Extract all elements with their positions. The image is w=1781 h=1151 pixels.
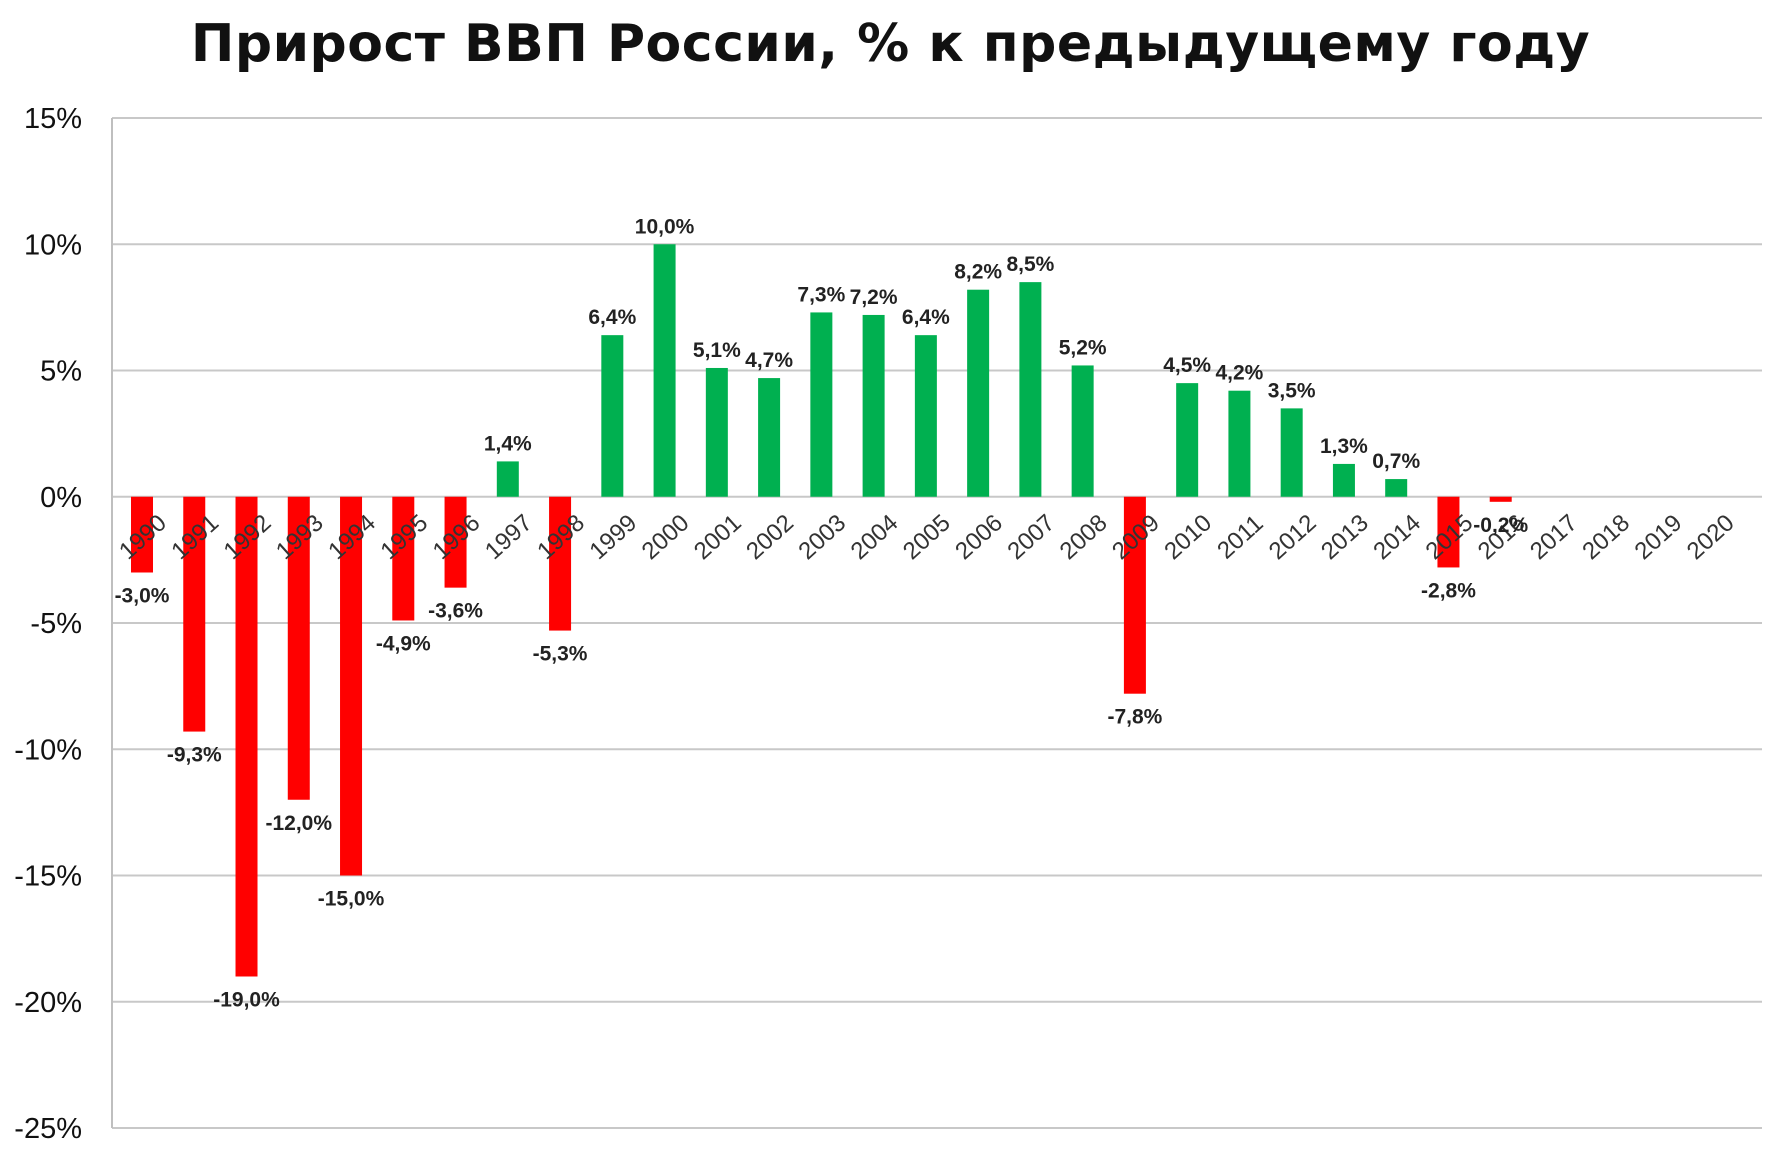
data-labels: -3,0% -9,3% -19,0% -12,0% -15,0% -4,9% -3,6% 1,…: [115, 215, 1529, 1011]
bar-2016: [1489, 496, 1512, 502]
bar-1997: [496, 461, 519, 497]
bars: [131, 244, 1512, 977]
data-label-2005: 6,4%: [902, 306, 950, 329]
bar-2015: [1437, 496, 1460, 568]
x-tick-label-2005: 2005: [898, 509, 956, 565]
data-label-2004: 7,2%: [850, 286, 898, 309]
y-tick-label: 10%: [24, 229, 82, 261]
x-tick-label-2008: 2008: [1055, 509, 1113, 565]
bar-1994: [340, 496, 363, 876]
data-label-1996: -3,6%: [428, 600, 483, 623]
bar-1992: [235, 496, 258, 977]
y-tick-label: 15%: [24, 103, 82, 135]
data-label-2002: 4,7%: [745, 349, 793, 372]
bar-1996: [444, 496, 467, 588]
data-label-2015: -2,8%: [1421, 579, 1476, 602]
chart-title: Прирост ВВП России, % к предыдущему году: [190, 14, 1591, 74]
bar-1991: [183, 496, 206, 732]
x-tick-label-2007: 2007: [1002, 509, 1060, 565]
x-tick-label-2019: 2019: [1630, 509, 1688, 565]
data-label-2009: -7,8%: [1107, 706, 1162, 729]
x-tick-label-2006: 2006: [950, 509, 1008, 565]
bar-2002: [758, 378, 781, 497]
data-label-1999: 6,4%: [588, 306, 636, 329]
bar-2004: [862, 314, 885, 497]
bar-2012: [1280, 408, 1303, 497]
bar-2005: [914, 335, 937, 497]
bar-1998: [549, 496, 572, 631]
x-tick-label-2018: 2018: [1577, 509, 1635, 565]
grid-lines: [111, 117, 1762, 1129]
x-tick-label-2013: 2013: [1316, 509, 1374, 565]
x-tick-label-1997: 1997: [480, 509, 538, 565]
x-tick-label-2000: 2000: [637, 509, 695, 565]
data-label-2010: 4,5%: [1163, 354, 1211, 377]
bar-2007: [1019, 282, 1042, 497]
data-label-1998: -5,3%: [533, 643, 588, 666]
data-label-2012: 3,5%: [1268, 379, 1316, 402]
data-label-2006: 8,2%: [954, 261, 1002, 284]
x-tick-label-2002: 2002: [741, 509, 799, 565]
bar-1993: [287, 496, 310, 800]
y-axis-ticks: 15% 10% 5% 0% -5% -10% -15% -20% -25%: [14, 103, 82, 1145]
data-label-1992: -19,0%: [213, 989, 280, 1012]
bar-2010: [1176, 383, 1199, 497]
data-label-1993: -12,0%: [266, 812, 333, 835]
x-tick-label-2010: 2010: [1159, 509, 1217, 565]
y-tick-label: 0%: [40, 482, 82, 514]
bar-2000: [653, 244, 676, 497]
bar-2008: [1071, 365, 1094, 497]
x-tick-label-2014: 2014: [1368, 509, 1426, 565]
bar-2011: [1228, 390, 1251, 497]
data-label-2016: -0,2%: [1473, 514, 1528, 537]
data-label-2008: 5,2%: [1059, 336, 1107, 359]
y-tick-label: -10%: [14, 734, 82, 766]
x-tick-label-1999: 1999: [584, 509, 642, 565]
x-tick-label-2011: 2011: [1212, 510, 1268, 565]
data-label-1994: -15,0%: [318, 888, 385, 911]
x-tick-label-2001: 2001: [689, 509, 747, 565]
data-label-2014: 0,7%: [1372, 450, 1420, 473]
data-label-1997: 1,4%: [484, 432, 532, 455]
bar-2013: [1332, 463, 1355, 497]
data-label-2007: 8,5%: [1006, 253, 1054, 276]
data-label-2001: 5,1%: [693, 339, 741, 362]
y-tick-label: -15%: [14, 861, 82, 893]
x-tick-label-2003: 2003: [793, 509, 851, 565]
bar-2003: [810, 312, 833, 497]
bar-2006: [967, 289, 990, 497]
data-label-2000: 10,0%: [635, 215, 695, 238]
x-tick-label-2020: 2020: [1682, 509, 1740, 565]
y-tick-label: 5%: [40, 356, 82, 388]
x-tick-label-2017: 2017: [1525, 509, 1583, 565]
y-tick-label: -25%: [14, 1113, 82, 1145]
y-tick-label: -5%: [30, 608, 82, 640]
data-label-1990: -3,0%: [115, 585, 170, 608]
data-label-1995: -4,9%: [376, 632, 431, 655]
data-label-2013: 1,3%: [1320, 435, 1368, 458]
x-tick-label-2004: 2004: [846, 509, 904, 565]
data-label-1991: -9,3%: [167, 744, 222, 767]
y-tick-label: -20%: [14, 987, 82, 1019]
bar-2014: [1385, 479, 1408, 497]
bar-1999: [601, 335, 624, 497]
data-label-2011: 4,2%: [1215, 362, 1263, 385]
bar-1990: [131, 496, 153, 573]
x-tick-label-2012: 2012: [1264, 509, 1322, 565]
bar-2001: [705, 367, 728, 497]
bar-1995: [392, 496, 415, 621]
data-label-2003: 7,3%: [797, 283, 845, 306]
bar-2009: [1123, 496, 1146, 694]
